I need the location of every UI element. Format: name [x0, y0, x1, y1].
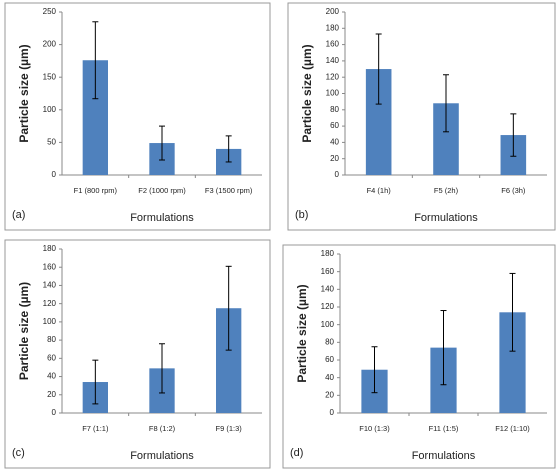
y-tick-label: 100	[326, 89, 340, 98]
panel-border	[4, 2, 271, 231]
y-tick-label: 80	[325, 337, 334, 346]
y-tick-label: 180	[326, 23, 340, 32]
x-tick-label: F3 (1500 rpm)	[205, 186, 253, 195]
x-tick-label: F11 (1:5)	[429, 424, 459, 433]
y-axis-label: Particle size (µm)	[295, 284, 309, 382]
y-tick-label: 160	[321, 267, 335, 276]
y-axis-label: Particle size (µm)	[17, 282, 31, 380]
x-tick-label: F7 (1:1)	[82, 424, 109, 433]
y-tick-label: 0	[335, 170, 340, 179]
y-tick-label: 20	[325, 390, 334, 399]
x-tick-label: F2 (1000 rpm)	[138, 186, 186, 195]
y-tick-label: 40	[47, 372, 56, 381]
x-tick-label: F5 (2h)	[434, 186, 459, 195]
y-tick-label: 0	[330, 408, 335, 417]
panel-border	[287, 2, 556, 231]
y-tick-label: 20	[47, 390, 56, 399]
y-tick-label: 200	[43, 40, 57, 49]
x-tick-label: F1 (800 rpm)	[74, 186, 118, 195]
y-axis-label: Particle size (µm)	[17, 44, 31, 142]
y-tick-label: 140	[321, 284, 335, 293]
y-tick-label: 0	[52, 408, 57, 417]
y-tick-label: 180	[321, 249, 335, 258]
panel-label: (b)	[295, 209, 308, 221]
y-tick-label: 140	[43, 281, 57, 290]
y-tick-label: 100	[43, 105, 57, 114]
y-tick-label: 250	[43, 7, 57, 16]
y-tick-label: 160	[43, 262, 57, 271]
y-tick-label: 100	[43, 317, 57, 326]
y-tick-label: 0	[52, 170, 57, 179]
y-tick-label: 200	[326, 7, 340, 16]
panel-label: (a)	[12, 209, 25, 221]
x-tick-label: F12 (1:10)	[495, 424, 530, 433]
y-tick-label: 150	[43, 72, 57, 81]
y-tick-label: 180	[43, 244, 57, 253]
x-axis-label: Formulations	[412, 450, 476, 462]
y-tick-label: 120	[321, 302, 335, 311]
y-tick-label: 120	[326, 72, 340, 81]
y-tick-label: 50	[47, 138, 56, 147]
y-tick-label: 160	[326, 40, 340, 49]
x-tick-label: F6 (3h)	[501, 186, 526, 195]
y-tick-label: 80	[47, 335, 56, 344]
y-tick-label: 40	[330, 138, 339, 147]
y-tick-label: 40	[325, 373, 334, 382]
y-tick-label: 20	[330, 154, 339, 163]
y-axis-label: Particle size (µm)	[300, 44, 314, 142]
x-tick-label: F9 (1:3)	[216, 424, 243, 433]
panel-label: (c)	[12, 447, 25, 459]
x-axis-label: Formulations	[130, 212, 194, 224]
y-tick-label: 120	[43, 299, 57, 308]
panel-label: (d)	[290, 447, 303, 459]
y-tick-label: 80	[330, 105, 339, 114]
x-axis-label: Formulations	[414, 212, 478, 224]
x-tick-label: F8 (1:2)	[149, 424, 176, 433]
y-tick-label: 60	[330, 121, 339, 130]
y-tick-label: 60	[47, 353, 56, 362]
x-tick-label: F10 (1:3)	[359, 424, 390, 433]
y-tick-label: 100	[321, 320, 335, 329]
y-tick-label: 140	[326, 56, 340, 65]
x-axis-label: Formulations	[130, 450, 194, 462]
y-tick-label: 60	[325, 355, 334, 364]
x-tick-label: F4 (1h)	[367, 186, 392, 195]
